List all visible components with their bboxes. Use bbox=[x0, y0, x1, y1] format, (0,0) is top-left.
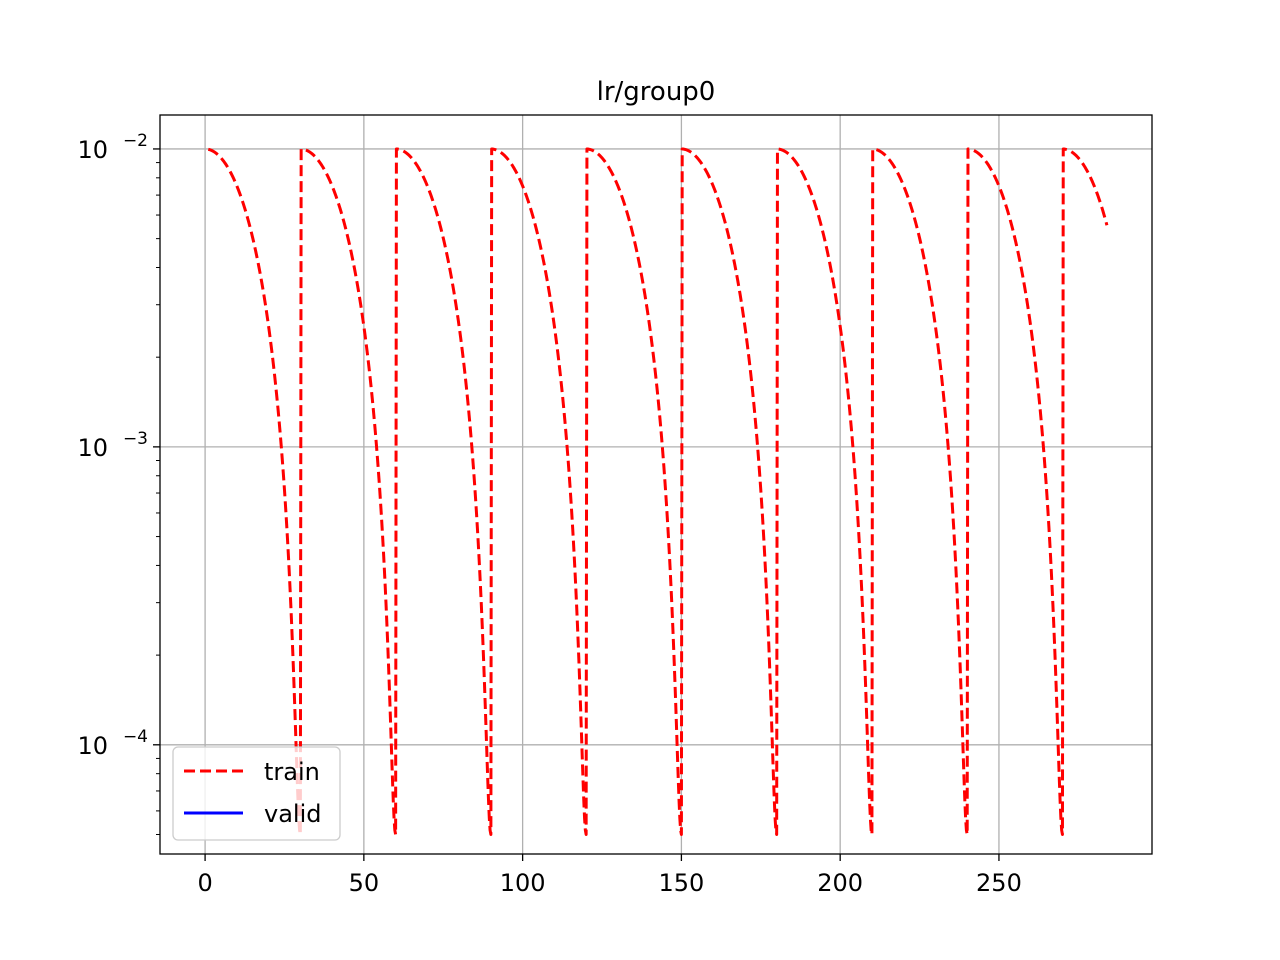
x-tick-label: 150 bbox=[658, 869, 704, 897]
series-layer bbox=[207, 147, 1109, 836]
legend-valid-label: valid bbox=[264, 800, 321, 828]
y-axis: 10 −4 10 −3 10 −2 bbox=[77, 131, 160, 760]
x-tick-label: 200 bbox=[817, 869, 863, 897]
y-tick-label: 10 bbox=[77, 732, 108, 760]
legend-train-label: train bbox=[264, 758, 320, 786]
y-tick-label-exponent: −3 bbox=[123, 429, 148, 449]
x-tick-label: 100 bbox=[500, 869, 546, 897]
y-tick-label: 10 bbox=[77, 434, 108, 462]
y-tick-label-base: 10 bbox=[77, 136, 108, 164]
x-axis: 0 50 100 150 200 250 bbox=[197, 854, 1022, 897]
y-tick-label-exponent: −2 bbox=[123, 131, 148, 151]
plot-frame bbox=[159, 114, 1153, 855]
y-tick-label-base: 10 bbox=[77, 434, 108, 462]
series-line-train bbox=[207, 147, 1109, 836]
legend: train valid bbox=[172, 746, 341, 841]
x-tick-label: 0 bbox=[197, 869, 212, 897]
x-tick-label: 250 bbox=[976, 869, 1022, 897]
x-tick-label: 50 bbox=[349, 869, 380, 897]
chart-title: lr/group0 bbox=[597, 77, 716, 107]
y-minor-ticks bbox=[156, 162, 160, 835]
y-tick-label: 10 bbox=[77, 136, 108, 164]
legend-box bbox=[172, 746, 341, 841]
y-tick-label-exponent: −4 bbox=[123, 727, 148, 747]
y-tick-label-base: 10 bbox=[77, 732, 108, 760]
